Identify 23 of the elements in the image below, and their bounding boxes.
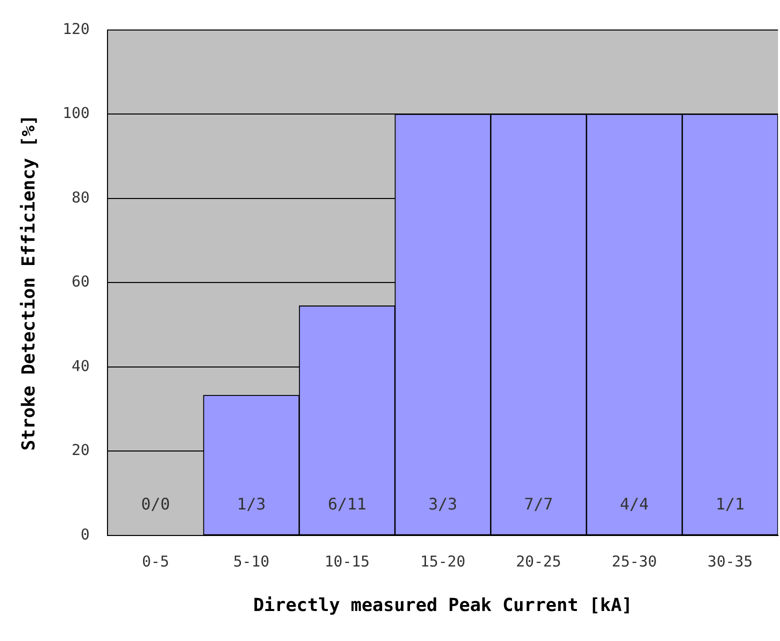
- x-tick-label: 25-30: [612, 552, 657, 570]
- annotation: 7/7: [524, 494, 554, 514]
- y-axis-title: Stroke Detection Efficiency [%]: [18, 114, 40, 451]
- y-tick-label: 80: [72, 188, 90, 206]
- annotation: 3/3: [428, 494, 458, 514]
- x-tick-label: 15-20: [420, 552, 466, 570]
- y-tick-label: 120: [62, 20, 90, 38]
- x-tick-label: 10-15: [324, 552, 370, 570]
- annotation: 6/11: [328, 494, 366, 514]
- x-axis-title: Directly measured Peak Current [kA]: [253, 594, 632, 616]
- y-tick-label: 40: [72, 356, 90, 375]
- x-tick-label: 5-10: [233, 552, 270, 570]
- y-tick-label: 20: [72, 441, 90, 460]
- annotation: 0/0: [141, 494, 170, 514]
- y-tick-label: 60: [72, 272, 90, 291]
- y-tick-label: 0: [80, 525, 90, 544]
- x-tick-label: 30-35: [708, 552, 753, 570]
- annotation: 1/3: [236, 494, 266, 514]
- y-tick-label: 100: [62, 104, 90, 122]
- annotation: 4/4: [620, 494, 649, 514]
- x-tick-label: 20-25: [516, 552, 562, 570]
- x-tick-label: 0-5: [142, 552, 170, 570]
- annotation: 1/1: [716, 494, 745, 514]
